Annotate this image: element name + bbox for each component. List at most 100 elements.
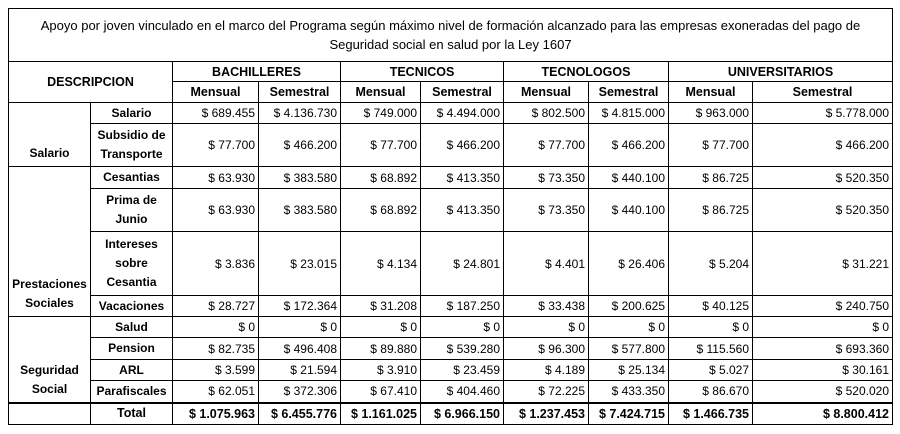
cell-value: $ 4.134 <box>340 231 421 296</box>
row-label: Salud <box>90 316 173 338</box>
cell-value: $ 86.670 <box>668 380 753 403</box>
cell-value: $ 77.700 <box>172 123 259 167</box>
cell-value: $ 63.930 <box>172 166 259 189</box>
cell-value: $ 413.350 <box>420 188 504 232</box>
section-label: Prestaciones Sociales <box>8 166 91 317</box>
cell-value: $ 0 <box>503 316 589 338</box>
cell-value: $ 33.438 <box>503 295 589 317</box>
group-header: TECNOLOGOS <box>503 61 669 82</box>
cell-value: $ 30.161 <box>752 359 893 381</box>
cell-value: $ 802.500 <box>503 102 589 124</box>
cell-value: $ 440.100 <box>588 188 669 232</box>
row-label: Cesantias <box>90 166 173 189</box>
row: Parafiscales $ 62.051 $ 372.306 $ 67.410 $ 4… <box>9 380 893 403</box>
cell-value: $ 963.000 <box>668 102 753 124</box>
cell-value: $ 693.360 <box>752 337 893 360</box>
row-label: Vacaciones <box>90 295 173 317</box>
row: Subsidio de Transporte $ 77.700 $ 466.200 $… <box>9 123 893 167</box>
cell-value: $ 187.250 <box>420 295 504 317</box>
sub-header: Semestral <box>752 81 893 103</box>
row-label: Intereses sobre Cesantia <box>90 231 173 296</box>
cell-value: $ 433.350 <box>588 380 669 403</box>
cell-value: $ 520.350 <box>752 166 893 189</box>
group-header: TECNICOS <box>340 61 504 82</box>
cell-value: $ 200.625 <box>588 295 669 317</box>
cell-value: $ 3.910 <box>340 359 421 381</box>
section-label: Seguridad Social <box>8 316 91 403</box>
cell-value: $ 5.027 <box>668 359 753 381</box>
total-value: $ 1.075.963 <box>172 401 259 425</box>
row-label: Pension <box>90 337 173 360</box>
section-label: Salario <box>8 102 91 167</box>
empty-cell <box>8 401 91 425</box>
cell-value: $ 28.727 <box>172 295 259 317</box>
cell-value: $ 96.300 <box>503 337 589 360</box>
group-header: UNIVERSITARIOS <box>668 61 893 82</box>
cell-value: $ 0 <box>668 316 753 338</box>
cell-value: $ 4.189 <box>503 359 589 381</box>
cell-value: $ 77.700 <box>340 123 421 167</box>
cell-value: $ 404.460 <box>420 380 504 403</box>
cell-value: $ 372.306 <box>258 380 341 403</box>
cell-value: $ 67.410 <box>340 380 421 403</box>
cell-value: $ 77.700 <box>668 123 753 167</box>
row: Vacaciones $ 28.727 $ 172.364 $ 31.208 $ 187… <box>9 295 893 317</box>
row-label: Parafiscales <box>90 380 173 403</box>
cell-value: $ 24.801 <box>420 231 504 296</box>
cell-value: $ 5.204 <box>668 231 753 296</box>
cell-value: $ 383.580 <box>258 188 341 232</box>
total-value: $ 8.800.412 <box>752 401 893 425</box>
cell-value: $ 383.580 <box>258 166 341 189</box>
row: DESCRIPCION BACHILLERES TECNICOS TECNOLOGOS… <box>8 61 893 103</box>
cell-value: $ 466.200 <box>752 123 893 167</box>
total-value: $ 7.424.715 <box>588 401 669 425</box>
sub-header: Mensual <box>668 81 753 103</box>
cell-value: $ 86.725 <box>668 166 753 189</box>
cell-value: $ 4.401 <box>503 231 589 296</box>
cell-value: $ 31.221 <box>752 231 893 296</box>
cell-value: $ 77.700 <box>503 123 589 167</box>
cell-value: $ 0 <box>172 316 259 338</box>
sub-header: Mensual <box>172 81 259 103</box>
cell-value: $ 4.494.000 <box>420 102 504 124</box>
cell-value: $ 68.892 <box>340 166 421 189</box>
row-label: Subsidio de Transporte <box>90 123 173 167</box>
cell-value: $ 749.000 <box>340 102 421 124</box>
total-value: $ 1.161.025 <box>340 401 421 425</box>
cell-value: $ 689.455 <box>172 102 259 124</box>
row-label: Prima de Junio <box>90 188 173 232</box>
cell-value: $ 5.778.000 <box>752 102 893 124</box>
cell-value: $ 3.836 <box>172 231 259 296</box>
cell-value: $ 86.725 <box>668 188 753 232</box>
cell-value: $ 172.364 <box>258 295 341 317</box>
cell-value: $ 3.599 <box>172 359 259 381</box>
cell-value: $ 413.350 <box>420 166 504 189</box>
cell-value: $ 4.815.000 <box>588 102 669 124</box>
total-value: $ 6.966.150 <box>420 401 504 425</box>
total-value: $ 1.237.453 <box>503 401 589 425</box>
cell-value: $ 82.735 <box>172 337 259 360</box>
cell-value: $ 466.200 <box>420 123 504 167</box>
title: Apoyo por joven vinculado en el marco de… <box>8 8 893 62</box>
cell-value: $ 23.459 <box>420 359 504 381</box>
cell-value: $ 0 <box>752 316 893 338</box>
cell-value: $ 539.280 <box>420 337 504 360</box>
sub-header: Mensual <box>503 81 589 103</box>
cell-value: $ 63.930 <box>172 188 259 232</box>
cell-value: $ 62.051 <box>172 380 259 403</box>
row: Mensual Semestral Mensual Semestral Mensual S… <box>9 81 893 103</box>
row-label: Salario <box>90 102 173 124</box>
cell-value: $ 577.800 <box>588 337 669 360</box>
sub-header: Mensual <box>340 81 421 103</box>
row: Pension $ 82.735 $ 496.408 $ 89.880 $ 539.28… <box>9 337 893 360</box>
cell-value: $ 0 <box>588 316 669 338</box>
description-header: DESCRIPCION <box>8 61 173 103</box>
cell-value: $ 496.408 <box>258 337 341 360</box>
sub-header: Semestral <box>588 81 669 103</box>
total-value: $ 1.466.735 <box>668 401 753 425</box>
cell-value: $ 21.594 <box>258 359 341 381</box>
total-value: $ 6.455.776 <box>258 401 341 425</box>
row-label: ARL <box>90 359 173 381</box>
cell-value: $ 520.350 <box>752 188 893 232</box>
